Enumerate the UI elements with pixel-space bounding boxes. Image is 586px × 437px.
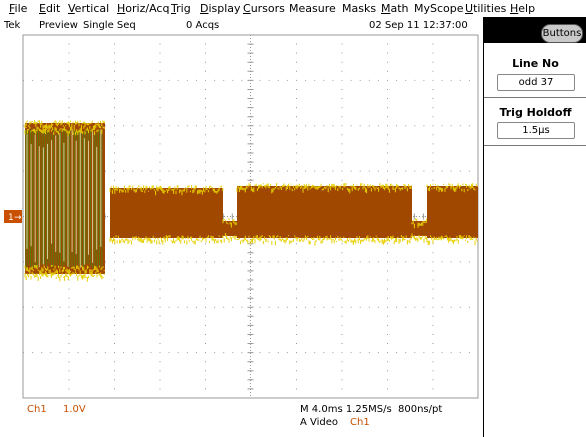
- menu-math[interactable]: Math: [381, 2, 409, 15]
- graticule: 1 →: [4, 34, 479, 399]
- side-panel-divider: [484, 145, 586, 146]
- menu-utilities[interactable]: Utilities: [465, 2, 507, 15]
- side-panel-divider: [484, 97, 586, 98]
- acquisition-mode: Single Seq: [83, 20, 136, 31]
- menu-masks[interactable]: Masks: [342, 2, 377, 15]
- side-panel: Buttons Line No odd 37 Trig Holdoff 1.5µ…: [483, 17, 586, 437]
- waveform-display[interactable]: 1 → Ch1 1.0V M 4.0ms 1.25MS/s 800ns/pt A…: [0, 33, 482, 436]
- menu-myscope[interactable]: MyScope: [414, 2, 464, 15]
- resolution-readout: 800ns/pt: [398, 404, 443, 415]
- menu-edit[interactable]: Edit: [39, 2, 61, 15]
- vertical-scale: 1.0V: [63, 404, 86, 415]
- trig-holdoff-value[interactable]: 1.5µs: [497, 122, 575, 139]
- channel-1-marker[interactable]: 1 →: [4, 210, 22, 223]
- menu-measure[interactable]: Measure: [289, 2, 336, 15]
- svg-text:→: →: [14, 213, 22, 223]
- date-time: 02 Sep 11 12:37:00: [369, 20, 468, 31]
- trigger-type: A Video: [300, 417, 339, 428]
- menu-horizacq[interactable]: Horiz/Acq: [117, 2, 170, 15]
- brand-label: Tek: [4, 20, 21, 31]
- menu-trig[interactable]: Trig: [171, 2, 191, 15]
- menu-bar: File Edit Vertical Horiz/Acq Trig Display Curs…: [0, 0, 586, 17]
- acquisition-count: 0 Acqs: [186, 20, 220, 31]
- menu-vertical[interactable]: Vertical: [68, 2, 110, 15]
- preview-status: Preview: [39, 20, 78, 31]
- channel-1-marker-label: 1: [8, 213, 14, 223]
- menu-help[interactable]: Help: [510, 2, 536, 15]
- line-no-title: Line No: [512, 57, 559, 70]
- buttons-button[interactable]: Buttons: [541, 24, 583, 43]
- trig-holdoff-title: Trig Holdoff: [499, 106, 572, 119]
- menu-cursors[interactable]: Cursors: [243, 2, 285, 15]
- channel-1-waveform: [24, 120, 478, 282]
- timebase-readout: M 4.0ms 1.25MS/s: [300, 404, 392, 415]
- line-no-value[interactable]: odd 37: [497, 74, 575, 91]
- side-panel-header: Buttons: [484, 17, 586, 43]
- channel-label: Ch1: [27, 404, 47, 415]
- status-bar: Tek Preview Single Seq 0 Acqs 02 Sep 11 …: [0, 17, 482, 34]
- trigger-source: Ch1: [350, 417, 370, 428]
- menu-display[interactable]: Display: [200, 2, 241, 15]
- menu-file[interactable]: File: [9, 2, 28, 15]
